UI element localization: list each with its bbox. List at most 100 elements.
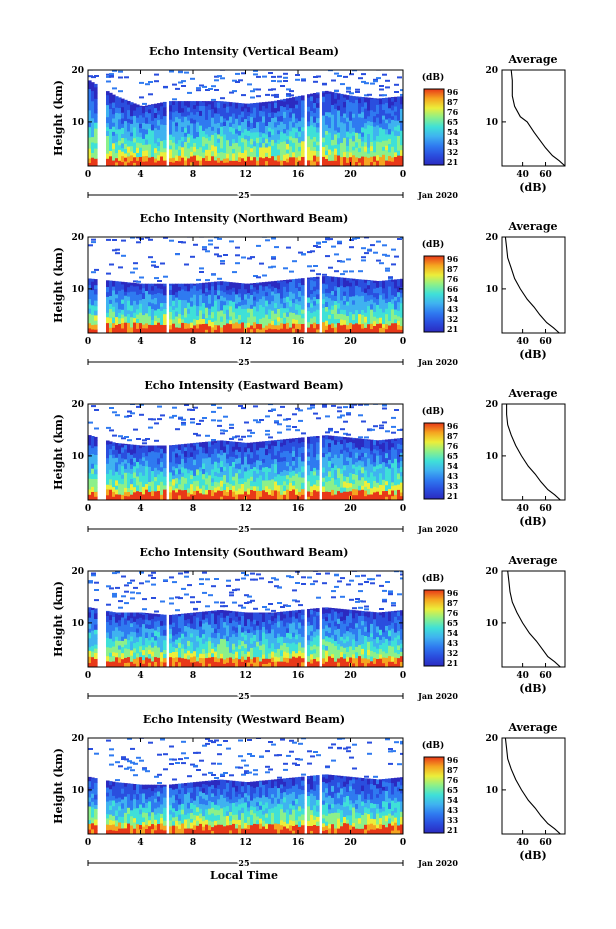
heatmap-cell xyxy=(313,311,317,317)
heatmap-cell xyxy=(385,107,389,114)
echo-fragment xyxy=(250,256,255,259)
heatmap-cell xyxy=(229,445,233,451)
heatmap-cell xyxy=(235,138,239,143)
heatmap-cell xyxy=(328,91,332,94)
heatmap-cell xyxy=(334,478,338,485)
heatmap-cell xyxy=(208,101,212,105)
heatmap-cell xyxy=(376,323,380,329)
heatmap-cell xyxy=(202,490,206,495)
heatmap-cell xyxy=(346,495,350,500)
heatmap-cell xyxy=(178,483,182,490)
heatmap-cell xyxy=(274,150,278,157)
heatmap-cell xyxy=(247,308,251,313)
heatmap-cell xyxy=(307,327,311,333)
heatmap-cell xyxy=(301,494,305,500)
heatmap-cell xyxy=(331,128,335,134)
echo-fragment xyxy=(205,279,210,282)
heatmap-cell xyxy=(202,662,206,667)
heatmap-cell xyxy=(196,612,200,618)
heatmap-cell xyxy=(205,143,209,150)
heatmap-cell xyxy=(256,464,260,470)
heatmap-cell xyxy=(373,440,377,445)
heatmap-cell xyxy=(391,156,395,162)
heatmap-cell xyxy=(262,102,266,106)
heatmap-cell xyxy=(202,657,206,664)
echo-fragment xyxy=(112,434,117,437)
heatmap-cell xyxy=(322,141,326,147)
heatmap-cell xyxy=(91,157,95,163)
heatmap-cell xyxy=(346,112,350,118)
heatmap-cell xyxy=(127,122,131,128)
heatmap-cell xyxy=(142,649,146,656)
heatmap-cell xyxy=(355,279,359,281)
echo-fragment xyxy=(361,80,366,83)
heatmap-cell xyxy=(277,282,281,290)
heatmap-cell xyxy=(109,661,113,667)
heatmap-cell xyxy=(376,313,380,319)
heatmap-cell xyxy=(349,482,353,488)
heatmap-cell xyxy=(178,145,182,150)
heatmap-cell xyxy=(154,651,158,658)
heatmap-cell xyxy=(322,446,326,453)
heatmap-cell xyxy=(355,484,359,490)
heatmap-cell xyxy=(244,154,248,161)
heatmap-cell xyxy=(136,112,140,118)
heatmap-cell xyxy=(121,102,125,108)
heatmap-cell xyxy=(238,328,242,333)
heatmap-cell xyxy=(136,304,140,310)
heatmap-cell xyxy=(283,444,287,452)
heatmap-cell xyxy=(307,102,311,107)
heatmap-cell xyxy=(370,131,374,137)
heatmap-cell xyxy=(226,472,230,478)
heatmap-cell xyxy=(328,160,332,166)
echo-fragment xyxy=(181,80,186,83)
heatmap-cell xyxy=(379,458,383,465)
heatmap-cell xyxy=(241,493,245,500)
heatmap-cell xyxy=(214,112,218,120)
heatmap-cell xyxy=(253,283,257,288)
heatmap-cell xyxy=(229,441,233,447)
heatmap-cell xyxy=(271,300,275,306)
echo-fragment xyxy=(211,98,216,101)
heatmap-cell xyxy=(313,150,317,156)
heatmap-cell xyxy=(169,633,173,639)
heatmap-cell xyxy=(130,131,134,137)
echo-fragment xyxy=(169,239,174,242)
heatmap-cell xyxy=(187,157,191,163)
heatmap-cell xyxy=(286,311,290,317)
echo-fragment xyxy=(349,73,354,76)
heatmap-cell xyxy=(190,451,194,457)
echo-fragment xyxy=(91,405,96,408)
heatmap-cell xyxy=(325,469,329,477)
heatmap-cell xyxy=(283,98,287,102)
heatmap-cell xyxy=(148,615,152,621)
heatmap-cell xyxy=(289,161,293,166)
heatmap-cell xyxy=(178,615,182,623)
heatmap-cell xyxy=(334,98,338,104)
heatmap-cell xyxy=(337,452,341,459)
heatmap-cell xyxy=(376,135,380,142)
heatmap-cell xyxy=(181,131,185,137)
heatmap-cell xyxy=(256,449,260,455)
heatmap-cell xyxy=(199,462,203,468)
heatmap-cell xyxy=(118,107,122,114)
heatmap-cell xyxy=(175,316,179,323)
heatmap-cell xyxy=(190,623,194,629)
heatmap-cell xyxy=(388,133,392,139)
heatmap-cell xyxy=(226,640,230,648)
heatmap-cell xyxy=(265,295,269,301)
heatmap-cell xyxy=(253,286,257,292)
heatmap-cell xyxy=(268,293,272,299)
heatmap-cell xyxy=(163,447,167,454)
echo-fragment xyxy=(178,71,183,74)
heatmap-cell xyxy=(367,97,371,100)
heatmap-cell xyxy=(238,151,242,158)
heatmap-cell xyxy=(361,111,365,118)
heatmap-cell xyxy=(178,112,182,119)
echo-fragment xyxy=(214,578,219,580)
heatmap-cell xyxy=(391,298,395,304)
heatmap-cell xyxy=(361,456,365,462)
heatmap-cell xyxy=(295,156,299,162)
heatmap-cell xyxy=(235,641,239,647)
heatmap-cell xyxy=(385,298,389,303)
